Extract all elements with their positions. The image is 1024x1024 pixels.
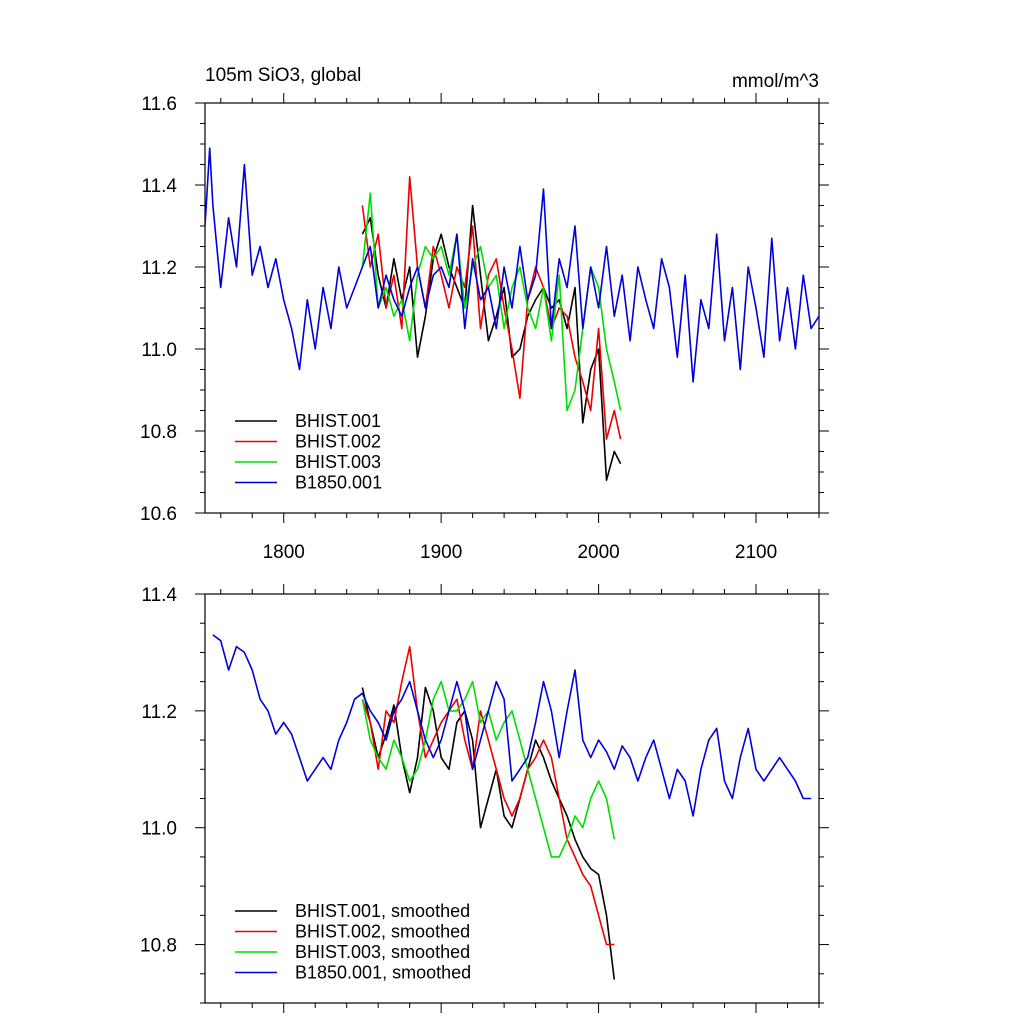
y-tick-label: 11.0 <box>141 340 177 361</box>
legend-label: BHIST.001 <box>295 411 381 431</box>
series-line-bhist-003-smoothed <box>362 682 614 857</box>
x-tick-label: 2000 <box>577 542 619 563</box>
x-tick-label: 1800 <box>263 542 305 563</box>
chart-title: 105m SiO3, global <box>205 65 361 86</box>
units-label: mmol/m^3 <box>732 71 819 92</box>
legend-label: B1850.001, smoothed <box>295 963 471 983</box>
x-tick-label: 1900 <box>420 542 462 563</box>
x-tick-label: 2100 <box>735 542 777 563</box>
legend-label: BHIST.003, smoothed <box>295 942 470 962</box>
y-tick-label: 11.2 <box>141 702 177 723</box>
series-line-b1850-001-smoothed <box>213 635 811 816</box>
y-tick-label: 11.4 <box>141 176 177 197</box>
top-chart: 1800 1900 2000 2100 10.6 10.8 11.0 11.2 11.4 11.6… <box>140 65 829 563</box>
y-tick-label: 11.0 <box>141 819 177 840</box>
legend-label: B1850.001 <box>295 473 382 493</box>
legend-label: BHIST.002 <box>295 432 381 452</box>
series-line-bhist-001 <box>362 206 620 481</box>
legend-label: BHIST.001, smoothed <box>295 901 470 921</box>
y-tick-label: 10.8 <box>140 936 177 957</box>
y-tick-label: 10.8 <box>140 422 177 443</box>
series-line-bhist-002-smoothed <box>362 647 614 945</box>
y-tick-label: 10.6 <box>140 504 177 525</box>
y-tick-label: 11.6 <box>141 94 177 115</box>
figure: 1800 1900 2000 2100 10.6 10.8 11.0 11.2 11.4 11.6… <box>0 0 1024 1024</box>
legend-label: BHIST.003 <box>295 452 381 472</box>
legend-label: BHIST.002, smoothed <box>295 922 470 942</box>
y-tick-label: 11.4 <box>141 585 177 606</box>
y-tick-label: 11.2 <box>141 258 177 279</box>
